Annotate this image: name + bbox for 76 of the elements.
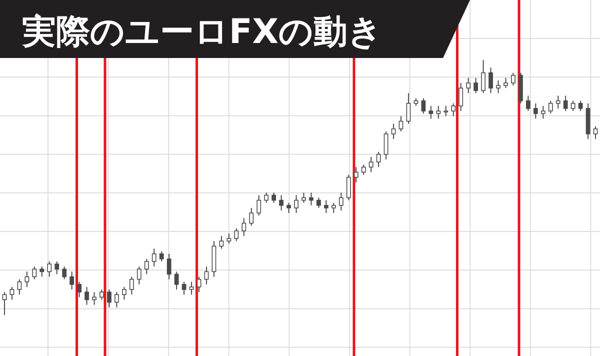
candlestick — [70, 271, 74, 290]
candlestick — [526, 95, 530, 112]
candlestick — [174, 271, 179, 290]
candlestick — [563, 95, 568, 112]
candlestick — [504, 77, 508, 89]
candlestick — [436, 105, 441, 120]
candlestick — [24, 271, 30, 288]
candlestick — [107, 289, 112, 308]
candlestick — [488, 67, 493, 94]
candlestick — [474, 77, 478, 94]
candlestick — [159, 250, 164, 262]
candlestick — [144, 258, 149, 275]
candlestick — [354, 166, 358, 183]
candlestick — [481, 60, 486, 94]
candlestick — [136, 266, 142, 285]
candlestick — [533, 102, 538, 120]
candlestick — [338, 192, 344, 211]
chart-title: 実際のユーロFXの動き — [21, 12, 382, 52]
candlestick — [234, 228, 239, 242]
candlestick — [302, 192, 306, 204]
candlestick — [204, 266, 209, 285]
candlestick — [92, 292, 96, 306]
candlestick — [226, 232, 232, 244]
candlestick — [361, 164, 366, 176]
candlestick — [421, 98, 426, 114]
candlestick — [77, 281, 82, 298]
candlestick — [548, 100, 553, 114]
candlestick — [324, 200, 328, 214]
candlestick — [219, 235, 224, 250]
candlestick — [152, 248, 156, 268]
candlestick — [17, 278, 22, 296]
candlestick — [384, 130, 388, 160]
candlestick — [316, 197, 321, 208]
candlestick — [84, 286, 89, 306]
candlestick — [309, 192, 314, 206]
candlestick — [496, 80, 500, 94]
candlestick — [346, 174, 351, 201]
candlestick — [122, 286, 126, 300]
candlestick — [406, 92, 411, 124]
candlestick — [264, 192, 269, 204]
candlestick — [40, 266, 44, 278]
candlestick — [286, 202, 291, 214]
candlestick — [279, 194, 284, 211]
candlestick — [10, 286, 14, 300]
candlestick — [182, 281, 186, 296]
candlestick — [391, 123, 396, 140]
candlestick — [368, 156, 374, 173]
candlestick — [100, 289, 104, 300]
candlestick — [578, 100, 583, 112]
candlestick — [242, 218, 246, 236]
candlestick — [331, 202, 336, 214]
candlestick — [540, 105, 546, 120]
candlestick — [272, 192, 276, 204]
candlestick — [47, 260, 52, 278]
candlestick — [376, 151, 381, 168]
candlestick — [593, 126, 598, 140]
candlestick — [54, 260, 60, 275]
candlestick — [249, 207, 254, 226]
candlestick — [556, 95, 560, 109]
candlestick — [62, 266, 67, 280]
candlestick — [511, 72, 516, 86]
candlestick — [428, 105, 434, 120]
candlestick — [458, 82, 464, 112]
candlestick — [2, 292, 7, 316]
candlestick — [129, 276, 134, 296]
candlestick — [114, 292, 119, 308]
candlestick — [196, 276, 202, 293]
candlestick — [256, 194, 262, 216]
candlestick — [444, 105, 448, 117]
candlestick — [570, 100, 576, 112]
candlestick — [32, 266, 37, 280]
candlestick — [451, 102, 456, 117]
candlestick — [294, 194, 298, 214]
candlestick — [166, 253, 172, 280]
candlestick — [189, 281, 194, 296]
candlestick — [466, 77, 471, 94]
